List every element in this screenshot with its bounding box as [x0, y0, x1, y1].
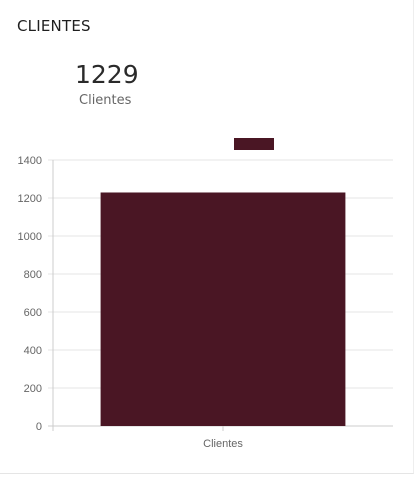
bar-0: [100, 192, 346, 426]
x-tick-label: Clientes: [203, 438, 243, 450]
stat-value: 1229: [75, 60, 139, 89]
y-tick-label: 1400: [18, 155, 42, 167]
y-tick-label: 600: [24, 307, 42, 319]
legend-swatch: [234, 138, 274, 150]
y-tick-label: 0: [36, 421, 42, 433]
y-tick-label: 1200: [18, 193, 42, 205]
y-tick-label: 1000: [18, 231, 42, 243]
card-title: CLIENTES: [17, 17, 91, 35]
y-tick-label: 400: [24, 345, 42, 357]
y-tick-label: 200: [24, 383, 42, 395]
y-tick-label: 800: [24, 269, 42, 281]
stat-label: Clientes: [79, 93, 132, 108]
